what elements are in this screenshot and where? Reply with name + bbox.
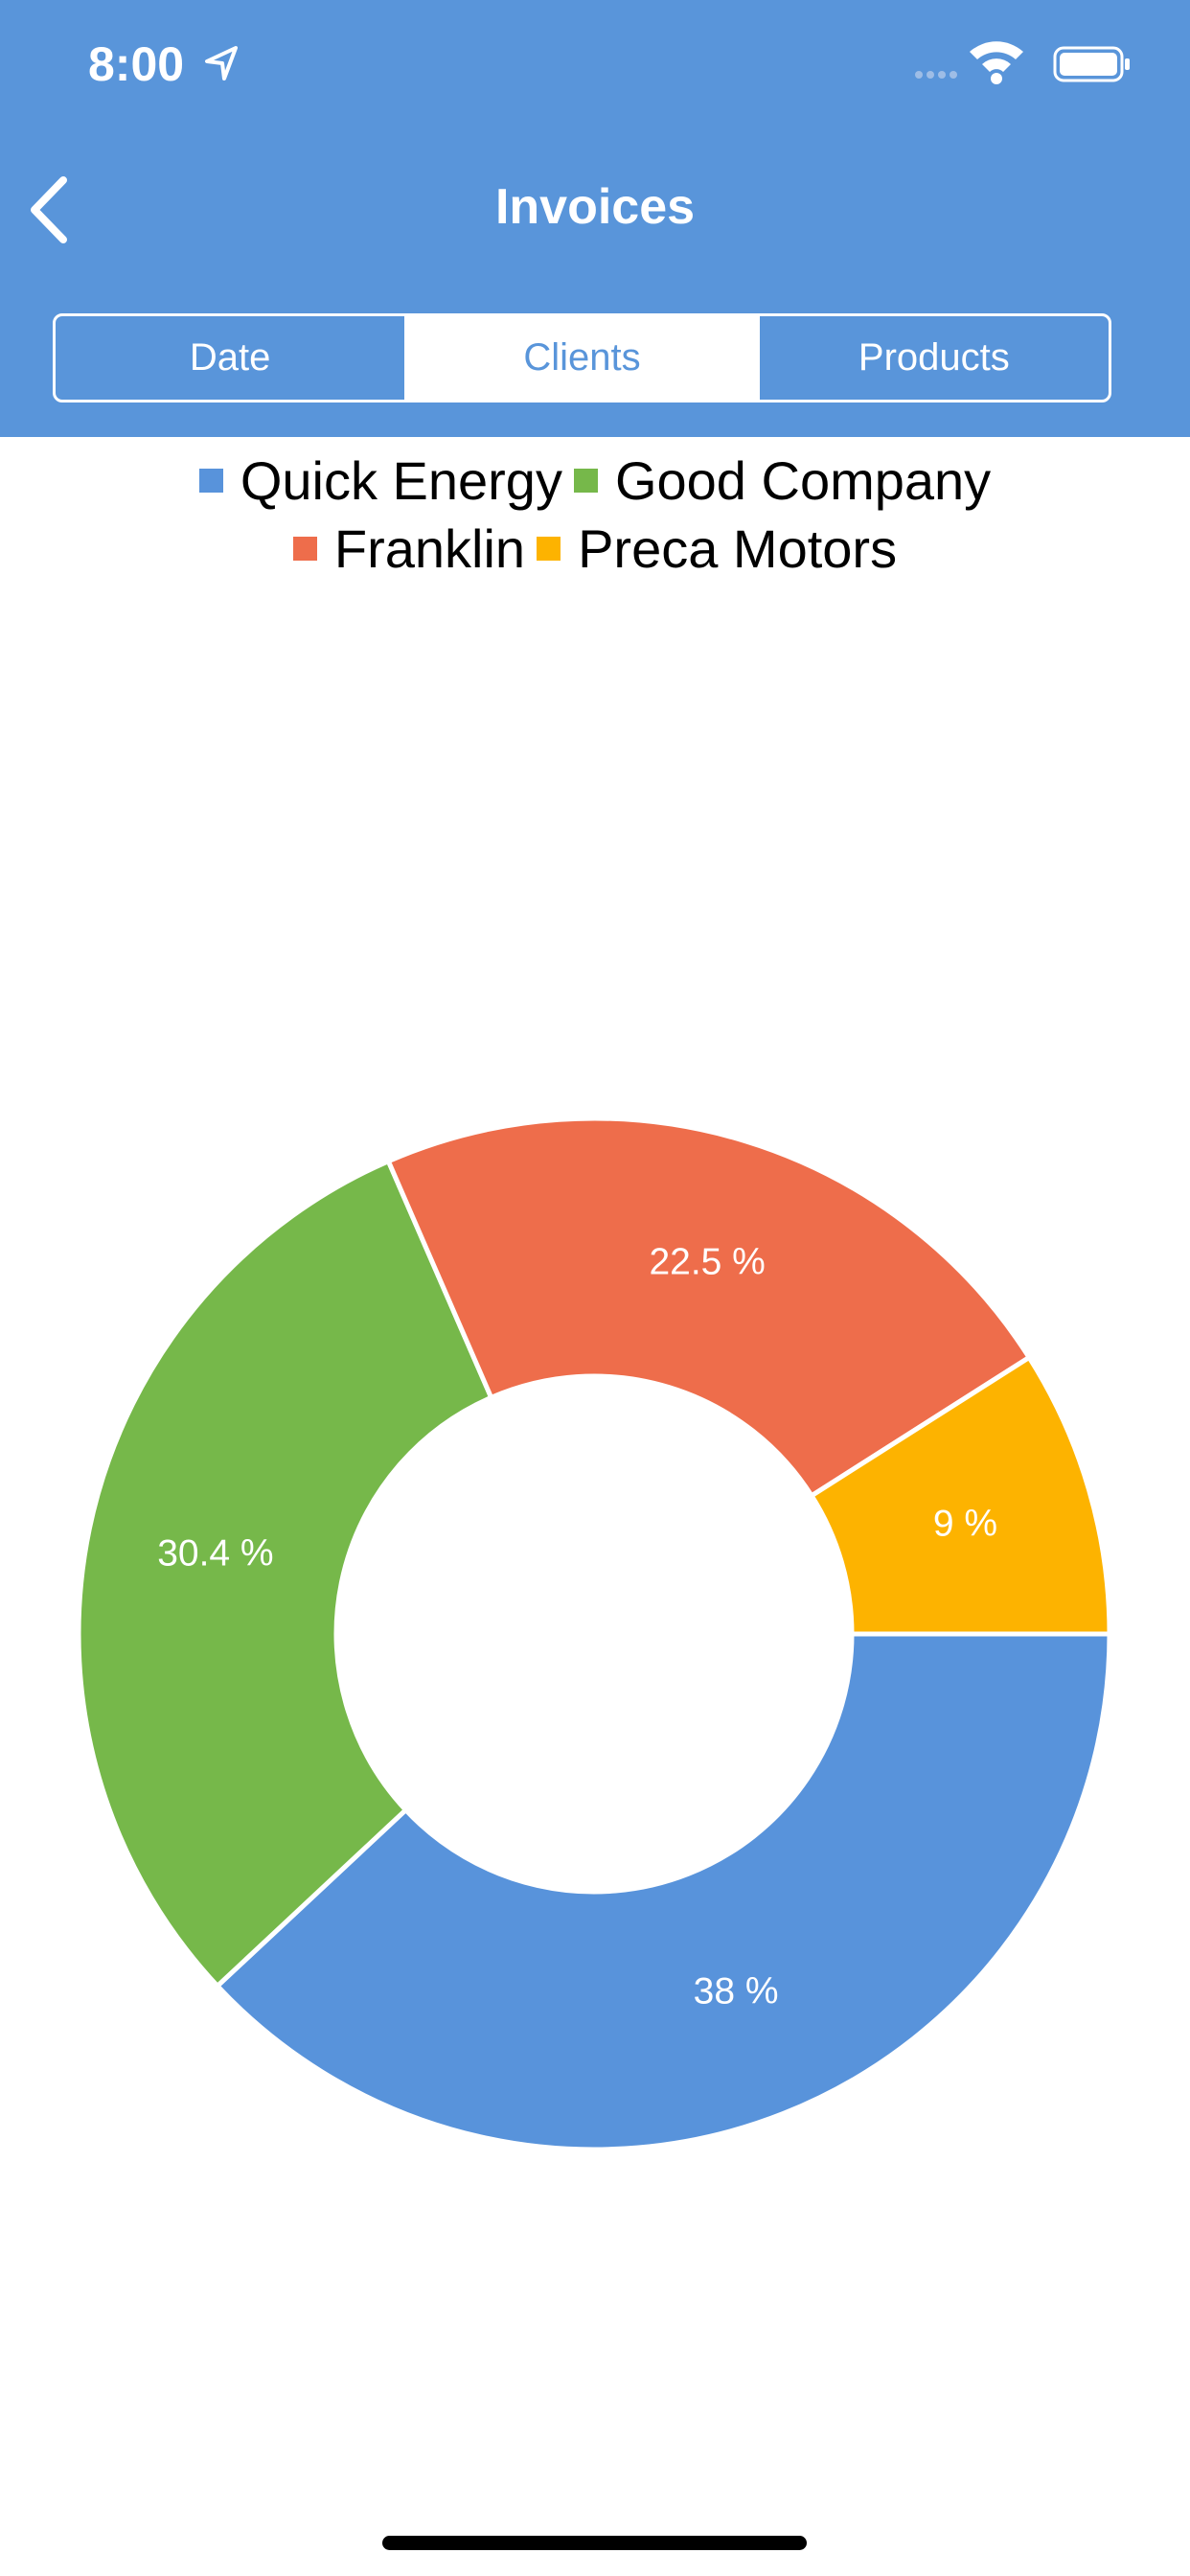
legend-swatch [292,537,317,561]
legend-item: Good Company [573,447,992,515]
pie-slice [214,1631,1112,2152]
legend-swatch [537,537,561,561]
back-button[interactable] [25,174,73,245]
legend-swatch [198,469,223,493]
tab[interactable]: Date [189,336,271,379]
home-indicator [382,2536,807,2550]
pie-slice [808,1354,1112,1637]
status-time: 8:00 [88,37,185,91]
slice-label: 30.4 % [157,1532,273,1574]
pie-slice [385,1116,1033,1500]
location-icon [205,46,238,80]
status-icons [915,41,1130,84]
legend: Quick Energy Good Company Franklin Preca Mo… [154,447,1036,583]
slice-label: 22.5 % [649,1241,765,1282]
legend-label: Franklin [333,518,526,579]
legend-label: Preca Motors [578,518,898,579]
slice-label: 9 % [933,1504,997,1545]
legend-swatch [573,469,598,493]
legend-item: Franklin [292,515,526,583]
tab[interactable]: Products [756,316,1109,400]
legend-item: Quick Energy [198,447,562,515]
tab-selected[interactable]: Clients [404,316,757,400]
nav-title: Invoices [494,179,696,235]
legend-label: Quick Energy [240,450,562,511]
legend-item: Preca Motors [537,515,897,583]
segmented-control: Date Clients Products [53,313,1111,402]
pie-slice [76,1158,494,1990]
slice-label: 38 % [694,1971,779,2012]
nav-header: 8:00 Invoices Date Clients Products [0,0,1190,437]
legend-label: Good Company [614,450,992,511]
